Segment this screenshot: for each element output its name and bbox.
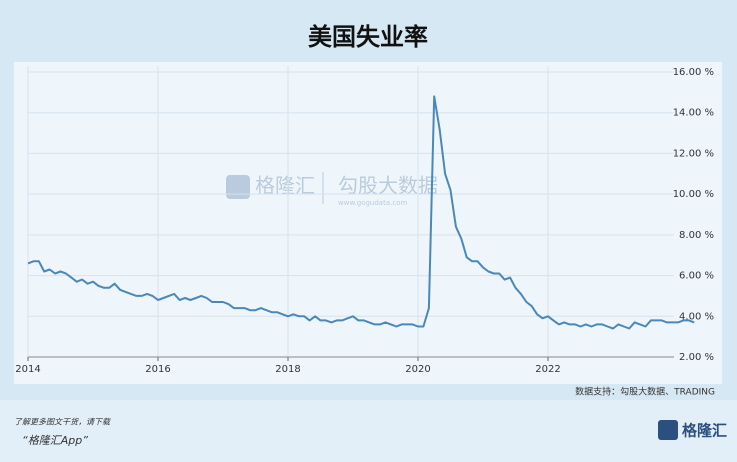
y-tick-label: 6.00 % — [679, 271, 714, 282]
y-tick-label: 8.00 % — [679, 230, 714, 241]
y-tick-label: 16.00 % — [673, 67, 714, 78]
watermark: 格隆汇 勾股大数据 www.gogudata.com — [226, 172, 438, 207]
line-series — [27, 95, 695, 330]
y-tick-label: 10.00 % — [673, 189, 714, 200]
source-note: 数据支持：勾股大数据、TRADING — [575, 386, 715, 398]
watermark-partner: 勾股大数据 — [338, 174, 438, 198]
footer-logo: 格隆汇 — [682, 422, 727, 440]
footer-line: 了解更多图文干货，请下载 — [14, 418, 111, 427]
watermark-site: www.gogudata.com — [338, 199, 407, 207]
footer-band — [0, 400, 737, 462]
y-tick-label: 12.00 % — [673, 148, 714, 159]
watermark-logo — [226, 175, 250, 199]
chart-title: 美国失业率 — [308, 23, 428, 51]
x-tick-label: 2014 — [15, 364, 40, 375]
x-tick-label: 2016 — [145, 364, 170, 375]
plot-panel — [14, 62, 722, 384]
footer-logo-icon — [658, 420, 678, 440]
x-tick-label: 2018 — [275, 364, 300, 375]
y-tick-label: 14.00 % — [673, 108, 714, 119]
x-tick-label: 2020 — [405, 364, 430, 375]
watermark-brand: 格隆汇 — [255, 174, 315, 198]
footer-line: “格隆汇App” — [22, 434, 88, 447]
y-tick-label: 4.00 % — [679, 311, 714, 322]
x-tick-label: 2022 — [535, 364, 560, 375]
y-tick-label: 2.00 % — [679, 352, 714, 363]
